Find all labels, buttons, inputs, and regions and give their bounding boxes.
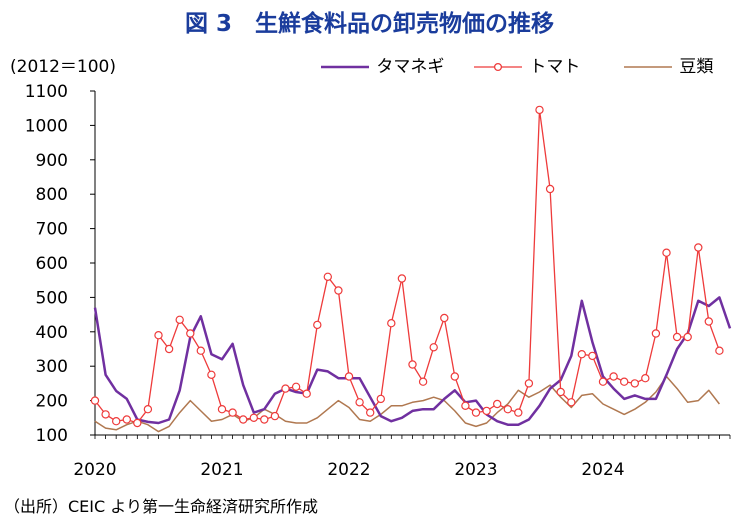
series-point-1 (334, 286, 343, 295)
series-point-1 (620, 377, 629, 386)
series-point-1 (503, 405, 512, 414)
series-point-1 (196, 346, 205, 355)
series-point-1 (683, 332, 692, 342)
series-point-1 (260, 415, 269, 424)
series-point-1 (461, 401, 470, 410)
legend-label-beans: 豆類 (679, 57, 714, 77)
series-point-1 (270, 411, 280, 421)
series-point-1 (641, 374, 650, 383)
series-point-1 (281, 384, 290, 393)
series-point-1 (366, 408, 375, 417)
series-point-1 (302, 389, 311, 398)
series-point-1 (588, 351, 597, 361)
series-point-1 (164, 344, 174, 354)
series-point-1 (715, 346, 724, 355)
x-tick-label: 2024 (581, 460, 624, 480)
series-line-0 (93, 296, 732, 426)
series-point-1 (228, 408, 237, 417)
y-tick-label: 600 (36, 254, 68, 274)
series-point-1 (694, 243, 703, 252)
series-point-1 (186, 329, 195, 338)
series-point-1 (493, 399, 502, 409)
series-point-1 (122, 415, 132, 424)
series-point-1 (609, 372, 618, 381)
y-tick-label: 400 (36, 323, 68, 343)
series-point-1 (323, 272, 332, 281)
y-tick-label: 500 (36, 288, 68, 308)
series-point-1 (704, 317, 714, 326)
series-point-1 (355, 398, 364, 407)
legend-item-tomato: トマト (472, 52, 592, 77)
series-point-1 (630, 379, 640, 388)
series-point-1 (471, 408, 481, 417)
series-point-1 (514, 408, 523, 417)
series-point-1 (535, 105, 544, 115)
series-point-1 (598, 377, 608, 386)
x-tick-label: 2021 (200, 460, 243, 480)
y-tick-label: 800 (36, 185, 68, 205)
series-point-1 (567, 398, 576, 407)
x-tick-label: 2020 (73, 460, 116, 480)
legend-item-beans: 豆類 (622, 52, 732, 77)
series-point-1 (291, 382, 301, 391)
source-note: （出所）CEIC より第一生命経済研究所作成 (4, 497, 318, 516)
series-point-1 (482, 406, 491, 416)
series-point-1 (672, 332, 682, 342)
series-point-1 (133, 418, 142, 428)
series-point-1 (418, 377, 428, 386)
y-tick-label: 300 (36, 357, 68, 377)
series-point-1 (397, 274, 407, 283)
y-tick-label: 1000 (25, 116, 68, 136)
series-line-2 (94, 375, 720, 433)
x-tick-label: 2023 (454, 460, 497, 480)
series-point-1 (524, 379, 534, 388)
series-line-1 (94, 109, 721, 424)
y-tick-label: 900 (36, 151, 68, 171)
legend-item-onion: タマネギ (319, 52, 459, 77)
chart-title: 図 3 生鮮食料品の卸売物価の推移 (184, 11, 554, 37)
legend-swatch-beans (624, 66, 672, 68)
series-point-1 (651, 329, 661, 338)
series-point-1 (111, 417, 121, 426)
series-point-1 (408, 360, 417, 369)
series-point-1 (217, 405, 227, 414)
series-point-1 (238, 415, 248, 424)
series-point-1 (440, 313, 449, 323)
series-point-1 (545, 184, 555, 194)
x-tick-label: 2022 (327, 460, 370, 480)
legend-swatch-onion (321, 65, 369, 69)
legend-label-tomato: トマト (529, 57, 581, 77)
series-point-1 (313, 320, 322, 330)
series-point-1 (450, 372, 459, 381)
series-point-1 (429, 343, 438, 352)
y-tick-label: 200 (36, 392, 68, 412)
series-point-1 (577, 350, 587, 359)
series-point-1 (175, 315, 184, 324)
series-point-1 (556, 387, 565, 397)
y-tick-label: 1100 (25, 82, 68, 102)
series-point-1 (143, 405, 153, 414)
series-point-1 (662, 248, 671, 257)
series-point-1 (344, 372, 354, 381)
series-point-1 (376, 394, 385, 404)
y-tick-label: 700 (36, 220, 68, 240)
series-point-1 (387, 319, 396, 328)
series-point-1 (90, 396, 100, 405)
legend-label-onion: タマネギ (376, 57, 445, 77)
series-point-1 (249, 413, 258, 422)
legend-swatch-tomato (474, 62, 522, 72)
series-point-1 (207, 370, 216, 379)
y-axis-unit-label: (2012＝100) (10, 57, 116, 77)
series-point-1 (101, 410, 110, 419)
y-tick-label: 100 (36, 426, 68, 446)
series-point-1 (154, 331, 163, 340)
